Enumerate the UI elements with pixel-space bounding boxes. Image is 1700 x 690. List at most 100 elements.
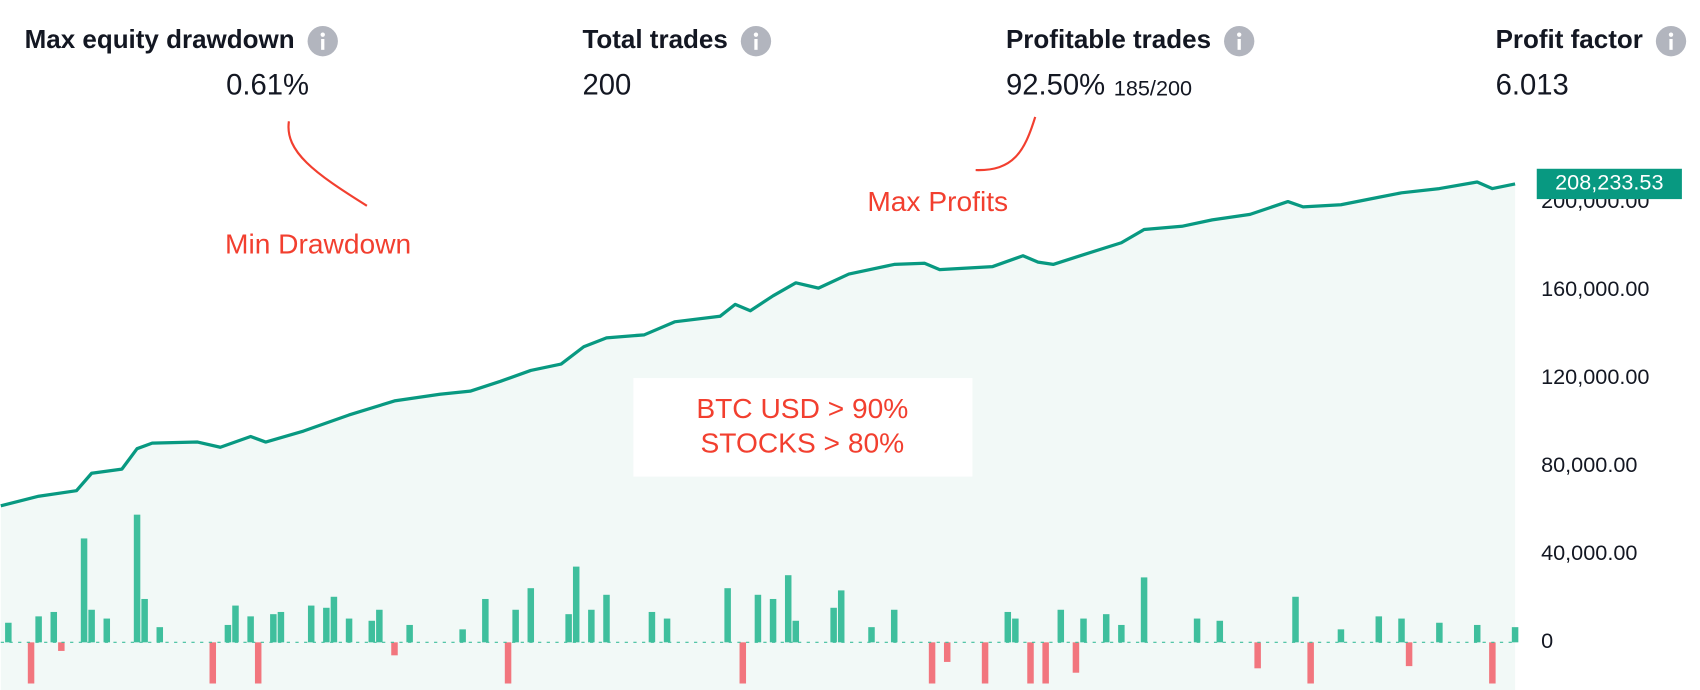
trade-bar xyxy=(1436,622,1443,643)
trade-bar xyxy=(1072,642,1080,673)
trade-bar xyxy=(890,609,898,643)
trade-bar xyxy=(868,627,875,643)
trade-bar xyxy=(482,598,489,643)
trade-bar xyxy=(323,607,330,643)
trade-bar xyxy=(35,616,42,643)
trade-bar xyxy=(1375,616,1383,643)
trade-bar xyxy=(391,642,398,656)
info-icon[interactable] xyxy=(1655,25,1687,57)
trade-bar xyxy=(330,596,338,643)
metrics-header: Max equity drawdown 0.61% Total trades 200 P… xyxy=(25,24,1687,101)
trade-bar xyxy=(1398,618,1405,643)
trade-bar xyxy=(512,609,519,643)
trade-bar xyxy=(527,588,535,643)
last-price-tag xyxy=(1536,168,1682,200)
annotation-arrow xyxy=(287,121,368,207)
trade-bar xyxy=(232,605,239,643)
info-icon[interactable] xyxy=(1224,25,1255,57)
trade-bar xyxy=(1511,627,1519,643)
trade-bar xyxy=(103,618,111,643)
trade-bar xyxy=(754,594,762,643)
trade-bar xyxy=(1012,618,1019,643)
trade-bar xyxy=(792,620,800,643)
trade-bar xyxy=(80,538,88,643)
trade-bar xyxy=(1405,642,1413,667)
last-price-label: 208,233.53 xyxy=(1555,170,1663,195)
trade-bar xyxy=(224,624,232,643)
trade-bar xyxy=(928,642,936,684)
trade-bar xyxy=(1102,614,1110,643)
info-dot xyxy=(320,32,325,37)
trade-bar xyxy=(254,642,262,684)
trade-bar xyxy=(270,614,277,643)
trade-bar xyxy=(50,611,58,643)
trade-bar xyxy=(588,609,595,643)
info-icon[interactable] xyxy=(307,25,338,57)
info-bar xyxy=(321,38,325,50)
note-line: BTC USD > 90% xyxy=(696,393,908,424)
metric-value: 0.61% xyxy=(226,69,309,101)
trade-bar xyxy=(1042,642,1049,684)
trade-bar xyxy=(27,642,35,684)
metric-label: Profitable trades xyxy=(1006,24,1211,54)
annotation-max-profits: Max Profits xyxy=(867,186,1008,217)
trade-bar xyxy=(5,622,12,643)
trade-bar xyxy=(603,594,610,643)
metric-label: Total trades xyxy=(582,24,727,54)
metric-value: 6.013 xyxy=(1496,69,1569,101)
trade-bar xyxy=(1307,642,1314,684)
y-tick-label: 160,000.00 xyxy=(1541,276,1649,301)
trade-bar xyxy=(565,614,572,643)
trade-bar xyxy=(209,642,217,684)
trade-bar xyxy=(88,609,95,643)
note-line: STOCKS > 80% xyxy=(700,428,904,459)
trade-bar xyxy=(1473,624,1481,643)
trade-bar xyxy=(247,616,254,643)
trade-bar xyxy=(784,575,792,643)
trade-bar xyxy=(837,590,845,643)
trade-bar xyxy=(345,618,353,643)
trade-bar xyxy=(277,611,285,643)
trade-bar xyxy=(156,627,164,643)
metric-label: Profit factor xyxy=(1496,24,1643,54)
trade-bar xyxy=(648,611,656,643)
trade-bar xyxy=(307,605,315,643)
trade-bar xyxy=(459,629,466,643)
trade-bar xyxy=(1027,642,1034,684)
trade-bar xyxy=(1489,642,1496,684)
metric-detail: 185/200 xyxy=(1114,76,1192,101)
metric-value: 92.50% xyxy=(1006,69,1105,101)
trade-bar xyxy=(141,598,148,643)
equity-line xyxy=(0,180,1516,508)
trade-bar xyxy=(406,624,413,643)
annotation-arrow xyxy=(975,116,1037,172)
info-dot xyxy=(1237,32,1242,37)
trade-bar xyxy=(368,620,376,643)
info-bar xyxy=(754,38,758,50)
trade-bar xyxy=(769,598,777,643)
info-bar xyxy=(1669,38,1673,50)
info-dot xyxy=(1668,32,1674,37)
info-bar xyxy=(1237,38,1241,50)
trade-bar xyxy=(1193,618,1201,643)
annotation-min-drawdown: Min Drawdown xyxy=(225,228,411,259)
trade-bar xyxy=(830,607,837,643)
trade-bar xyxy=(572,566,580,643)
trade-bar xyxy=(376,609,383,643)
y-tick-label: 40,000.00 xyxy=(1541,540,1637,565)
note-box xyxy=(633,378,973,477)
trade-bar xyxy=(1080,618,1087,643)
metric-value: 200 xyxy=(582,69,631,101)
trade-bar xyxy=(1337,629,1345,643)
trade-bar xyxy=(724,588,731,643)
trade-bar xyxy=(1004,611,1012,643)
info-icon[interactable] xyxy=(740,25,772,57)
trade-bar xyxy=(1140,577,1148,643)
y-tick-label: 80,000.00 xyxy=(1541,452,1637,477)
trade-bar xyxy=(133,514,141,643)
trade-bar xyxy=(663,618,671,643)
trade-bar xyxy=(1118,624,1125,643)
trade-bar xyxy=(943,642,951,662)
